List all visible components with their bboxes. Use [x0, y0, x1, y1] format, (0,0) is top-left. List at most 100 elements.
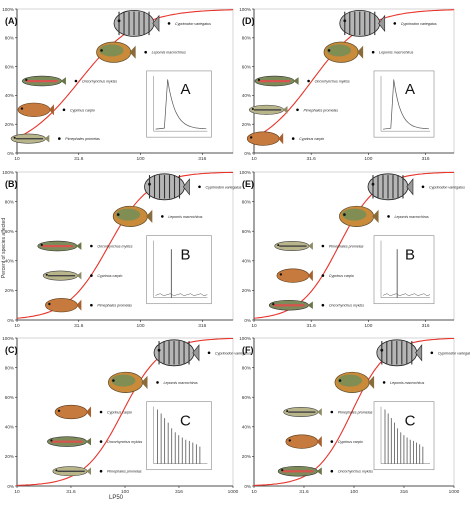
minnow-eye	[55, 469, 58, 472]
panel-d-y-tick-label: 20%	[242, 122, 251, 127]
panel-a-y-tick-label: 80%	[5, 36, 14, 41]
minnow-eye	[45, 273, 48, 276]
panel-f-x-tick-label: 1000	[449, 489, 460, 495]
trout-tail	[316, 467, 322, 476]
panel-b-species-label: Cyprinodon variegatus	[206, 185, 242, 189]
minnow-tail	[282, 105, 288, 114]
panel-e-inset-frame	[373, 235, 435, 305]
minnow-stripe	[57, 470, 85, 472]
panel-e-data-point	[421, 185, 425, 189]
panel-a-data-point	[62, 108, 66, 112]
panel-b-label: (B)	[5, 179, 18, 189]
panel-b-data-point	[198, 185, 201, 189]
panel-f-fish-bluegill-icon	[334, 371, 375, 393]
panel-a-y-tick-label: 20%	[5, 122, 14, 127]
panel-c-y-tick-label: 40%	[5, 425, 14, 430]
panel-c-x-tick-label: 100	[121, 489, 129, 495]
panel-b-x-tick-label: 31.6	[74, 323, 84, 329]
shared-y-axis-label: Percent of species affected	[1, 218, 7, 278]
panel-b-x-tick-label: 100	[137, 323, 145, 329]
panel-b-data-point	[90, 303, 93, 307]
panel-c-x-tick-label: 316	[175, 489, 183, 495]
panel-c-species-label: Lepomis macrochirus	[164, 381, 198, 385]
panel-b-data-point	[90, 274, 93, 277]
bluegill-back	[326, 44, 352, 57]
panel-d-x-tick-label: 100	[364, 156, 372, 162]
panel-b-x-tick-label: 316	[198, 323, 206, 329]
panel-f-y-tick-label: 80%	[242, 365, 251, 370]
panel-d-inset: A	[373, 70, 435, 138]
panel-f-y-tick-label: 40%	[242, 425, 251, 430]
panel-f-inset: C	[373, 401, 435, 471]
panel-d-data-point	[296, 108, 299, 112]
panel-f-data-point	[330, 469, 334, 473]
panel-e-y-tick-label: 0%	[244, 318, 251, 323]
panel-d-label: (D)	[242, 16, 255, 26]
panel-a-species-label: Cyprinodon variegatus	[175, 22, 211, 26]
carp-body	[54, 404, 88, 420]
panel-e-y-tick-label: 40%	[242, 259, 251, 264]
bluegill-back	[342, 208, 367, 221]
panel-f-data-point	[382, 381, 386, 384]
sheepshead-eye	[380, 348, 384, 352]
panel-e-y-tick-label: 80%	[242, 199, 251, 204]
panel-c-species-label: Cyprinodon variegatus	[215, 351, 251, 355]
carp-eye	[20, 107, 24, 110]
panel-d-fish-sheepshead-icon	[339, 9, 386, 37]
panel-d-y-tick-label: 40%	[242, 93, 251, 98]
panel-f: 0% 20% 40% 60% 80% 100% 10 31.6 100 316 1000 C Cypri…	[239, 336, 470, 495]
panel-e-x-tick-label: 316	[422, 323, 430, 329]
sheepshead-tail	[182, 178, 190, 196]
bluegill-back	[116, 208, 141, 221]
panel-f-y-tick-label: 60%	[242, 395, 251, 400]
panel-c-label: (C)	[5, 345, 18, 355]
sheepshead-tail	[415, 344, 423, 362]
panel-d-y-tick-label: 100%	[239, 7, 251, 12]
panel-b: 0% 20% 40% 60% 80% 100% 10 31.6 100 316 B Cyprinodo…	[2, 170, 241, 329]
bluegill-tail	[356, 45, 364, 59]
panel-d-species-label: Lepomis macrochirus	[379, 51, 413, 55]
minnow-stripe	[253, 109, 282, 111]
sheepshead-eye	[371, 182, 375, 186]
panel-f-species-label: Cyprinodon variegatus	[438, 351, 470, 355]
panel-f-x-tick-label: 316	[400, 489, 408, 495]
panel-b-species-label: Lepomis macrochirus	[168, 215, 202, 219]
panel-f-label: (F)	[242, 345, 254, 355]
minnow-tail	[44, 134, 50, 143]
panel-c-inset-label: C	[180, 412, 191, 429]
panel-e-x-tick-label: 10	[251, 323, 257, 329]
panel-f-species-label: Pimephales promelas	[338, 411, 373, 415]
panel-b-species-label: Pimephales promelas	[97, 304, 132, 308]
panel-d-species-label: Oncorhynchus mykiss	[315, 80, 350, 84]
panel-f-fish-trout-icon	[277, 465, 322, 477]
panel-d-x-tick-label: 316	[422, 156, 430, 162]
panel-a-species-label: Pimephales promelas	[65, 137, 100, 141]
panel-b-fish-sheepshead-icon	[144, 173, 190, 201]
panel-f-x-tick-label: 31.6	[299, 489, 309, 495]
panel-f-data-point	[330, 410, 334, 414]
panel-a-species-label: Oncorhynchus mykiss	[82, 80, 117, 84]
panel-d-fish-bluegill-icon	[323, 41, 364, 63]
panel-f-fish-sheepshead-icon	[376, 339, 423, 367]
carp-tail	[316, 436, 322, 448]
panel-b-data-point	[90, 244, 93, 248]
panel-e-fish-minnow-icon	[274, 241, 313, 251]
panel-a-inset: A	[146, 70, 212, 138]
panel-f-species-label: Lepomis macrochirus	[390, 381, 424, 385]
panel-e-y-tick-label: 60%	[242, 229, 251, 234]
panel-c-x-tick-label: 10	[14, 489, 20, 495]
panel-a-y-tick-label: 40%	[5, 93, 14, 98]
panel-b-fish-minnow-icon	[42, 270, 82, 281]
panel-d-fish-minnow-icon	[248, 104, 288, 115]
panel-b-fish-bluegill-icon	[112, 205, 153, 227]
panel-d-y-tick-label: 80%	[242, 36, 251, 41]
bluegill-eye	[338, 379, 342, 382]
trout-tail	[85, 437, 92, 446]
panel-e-y-tick-label: 20%	[242, 288, 251, 293]
panel-f-species-label: Cyprinus carpio	[338, 440, 363, 444]
panel-b-data-point	[161, 215, 164, 218]
trout-stripe	[26, 80, 58, 83]
minnow-eye	[13, 136, 16, 139]
panel-e: 0% 20% 40% 60% 80% 100% 10 31.6 100 316 B Cyprinodo…	[239, 170, 465, 329]
panel-a-y-tick-label: 60%	[5, 64, 14, 69]
